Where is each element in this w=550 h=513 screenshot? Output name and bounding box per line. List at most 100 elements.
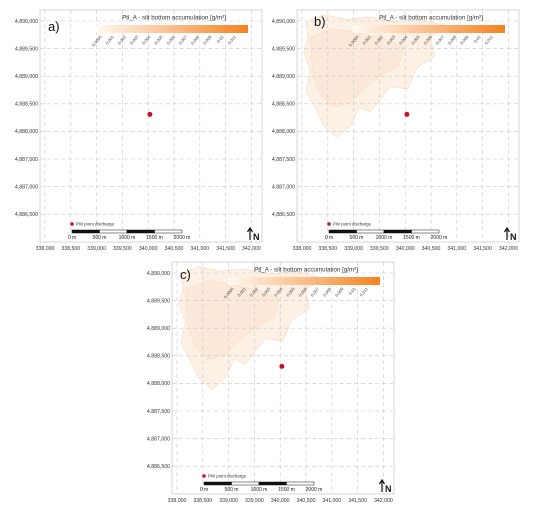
x-tick-label: 341,500 [473,246,492,252]
legend-title: Ptl_A - silt bottom accumulation [g/m²] [254,267,358,274]
scale-bar-label: 0 m [200,487,208,493]
x-tick-label: 338,500 [193,498,212,504]
y-tick-label: 4,887,000 [15,184,38,190]
north-arrow-icon [503,226,511,240]
legend-tick-label: 0.001 [361,34,372,46]
legend-tick-label: 0.007 [310,286,321,298]
legend-tick-label: 0.01 [216,34,226,44]
scale-bar-label: 1000 m [119,235,136,241]
x-tick-label: 340,000 [271,498,290,504]
legend-tick-label: 0.007 [178,34,189,46]
x-tick-label: 341,000 [447,246,466,252]
legend-tick-label: 0.011 [227,34,238,46]
x-tick-label: 339,500 [113,246,132,252]
north-label: N [253,232,260,242]
scale-bar-segment [328,229,357,234]
north-arrow-icon [246,226,254,240]
x-tick-label: 339,500 [245,498,264,504]
legend-tick-label: 0.011 [359,286,370,298]
y-tick-label: 4,887,500 [15,157,38,163]
legend-color-bar [228,277,380,285]
x-tick-label: 341,500 [216,246,235,252]
y-tick-label: 4,886,500 [147,464,170,470]
legend-tick-label: 0.007 [435,34,446,46]
scale-bar-label: 1500 m [146,235,163,241]
north-label: N [510,232,517,242]
y-tick-label: 4,889,000 [147,326,170,332]
map-panel-a: 4,890,000 4,889,500 4,889,000 4,888,500 4,88… [15,9,263,252]
x-tick-label: 340,500 [297,498,316,504]
x-tick-label: 338,000 [36,246,55,252]
scale-bar-label: 1500 m [403,235,420,241]
x-tick-label: 340,500 [422,246,441,252]
y-tick-label: 4,887,500 [147,409,170,415]
panel-label: b) [314,14,326,29]
y-tick-label: 4,886,500 [15,212,38,218]
legend-tick-label: 0.001 [236,286,247,298]
map-panel-b: 4,890,000 4,889,500 4,889,000 4,888,500 4,88… [272,9,520,252]
legend-tick-label: 0.002 [249,286,260,298]
map-frame [39,9,263,243]
y-tick-label: 4,888,000 [147,381,170,387]
x-tick-label: 338,500 [318,246,337,252]
y-tick-label: 4,889,000 [272,74,295,80]
discharge-legend-marker [202,474,206,478]
discharge-legend-marker [327,222,331,226]
y-tick-label: 4,889,000 [15,74,38,80]
scale-bar-segment [126,229,155,234]
scale-bar-segment [71,229,100,234]
scale-bar-segment [154,229,183,234]
y-tick-label: 4,889,500 [272,46,295,52]
x-tick-label: 341,000 [190,246,209,252]
y-tick-label: 4,890,000 [147,271,170,277]
legend-color-bar [353,25,505,33]
scale-bar-label: 1500 m [278,487,295,493]
y-tick-label: 4,888,000 [272,129,295,135]
scale-bar-label: 500 m [225,487,239,493]
y-tick-label: 4,890,000 [272,19,295,25]
legend-tick-label: 0.004 [141,34,152,46]
discharge-point-marker [404,111,410,117]
discharge-legend-marker [70,222,74,226]
x-tick-label: 338,000 [293,246,312,252]
discharge-legend-label: PW point discharge [76,222,115,227]
x-tick-label: 342,000 [374,498,393,504]
y-tick-label: 4,888,500 [272,102,295,108]
x-tick-label: 339,000 [219,498,238,504]
legend-tick-label: 0.005 [153,34,164,46]
legend-tick-label: 0.003 [129,34,140,46]
scale-bar-label: 500 m [350,235,364,241]
scale-bar-label: 1000 m [376,235,393,241]
x-tick-label: 342,000 [499,246,518,252]
map-panel-c: 4,890,000 4,889,500 4,889,000 4,888,500 4,88… [147,261,395,504]
scale-bar-label: 0 m [325,235,333,241]
scale-bar-label: 2000 m [431,235,448,241]
x-tick-label: 340,000 [139,246,158,252]
scale-bar-segment [231,481,260,486]
scale-bar-segment [203,481,232,486]
north-label: N [385,484,392,494]
north-arrow-icon [378,478,386,492]
legend-tick-label: 0.009 [202,34,213,46]
x-tick-label: 340,000 [396,246,415,252]
legend-tick-label: 0.01 [473,34,483,44]
scale-bar-label: 2000 m [174,235,191,241]
y-tick-label: 4,887,000 [147,436,170,442]
y-tick-label: 4,888,500 [147,354,170,360]
legend-tick-label: 0.008 [190,34,201,46]
y-tick-label: 4,890,000 [15,19,38,25]
map-frame [171,261,395,495]
legend-title: Ptl_A - silt bottom accumulation [g/m²] [379,15,483,22]
accumulation-plume-core [185,280,279,360]
x-tick-label: 339,000 [344,246,363,252]
x-tick-label: 341,000 [322,498,341,504]
y-tick-label: 4,887,000 [272,184,295,190]
scale-bar-segment [258,481,287,486]
y-tick-label: 4,888,000 [15,129,38,135]
scale-bar-segment [99,229,128,234]
legend-tick-label: 0.006 [165,34,176,46]
y-tick-label: 4,889,500 [147,298,170,304]
legend-tick-label: 0.01 [348,286,358,296]
legend-color-bar [96,25,248,33]
